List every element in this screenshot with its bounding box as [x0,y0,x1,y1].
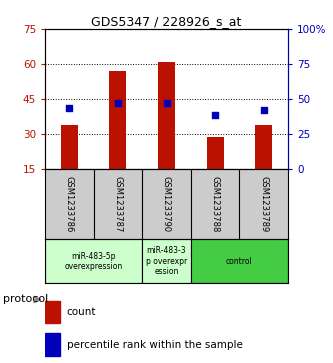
Bar [255,125,272,169]
Bar [61,125,78,169]
Point [164,101,169,106]
Text: miR-483-5p
overexpression: miR-483-5p overexpression [65,252,123,271]
Bar [142,239,191,283]
Title: GDS5347 / 228926_s_at: GDS5347 / 228926_s_at [91,15,242,28]
Bar [45,301,60,323]
Text: percentile rank within the sample: percentile rank within the sample [67,340,243,350]
Text: count: count [67,307,96,317]
Bar [109,71,127,169]
Text: GSM1233787: GSM1233787 [113,176,123,232]
Text: control: control [226,257,253,266]
Text: GSM1233790: GSM1233790 [162,176,171,232]
Text: GSM1233789: GSM1233789 [259,176,268,232]
Text: miR-483-3
p overexpr
ession: miR-483-3 p overexpr ession [146,246,187,276]
Point [115,101,121,106]
Text: protocol: protocol [3,294,49,305]
Point [261,107,266,113]
Text: GSM1233786: GSM1233786 [65,176,74,232]
Point [67,105,72,110]
Bar [158,62,175,169]
Bar [45,239,142,283]
Bar [45,333,60,356]
Bar [191,239,288,283]
Point [212,112,218,118]
Text: GSM1233788: GSM1233788 [210,176,220,232]
Bar [206,136,224,169]
